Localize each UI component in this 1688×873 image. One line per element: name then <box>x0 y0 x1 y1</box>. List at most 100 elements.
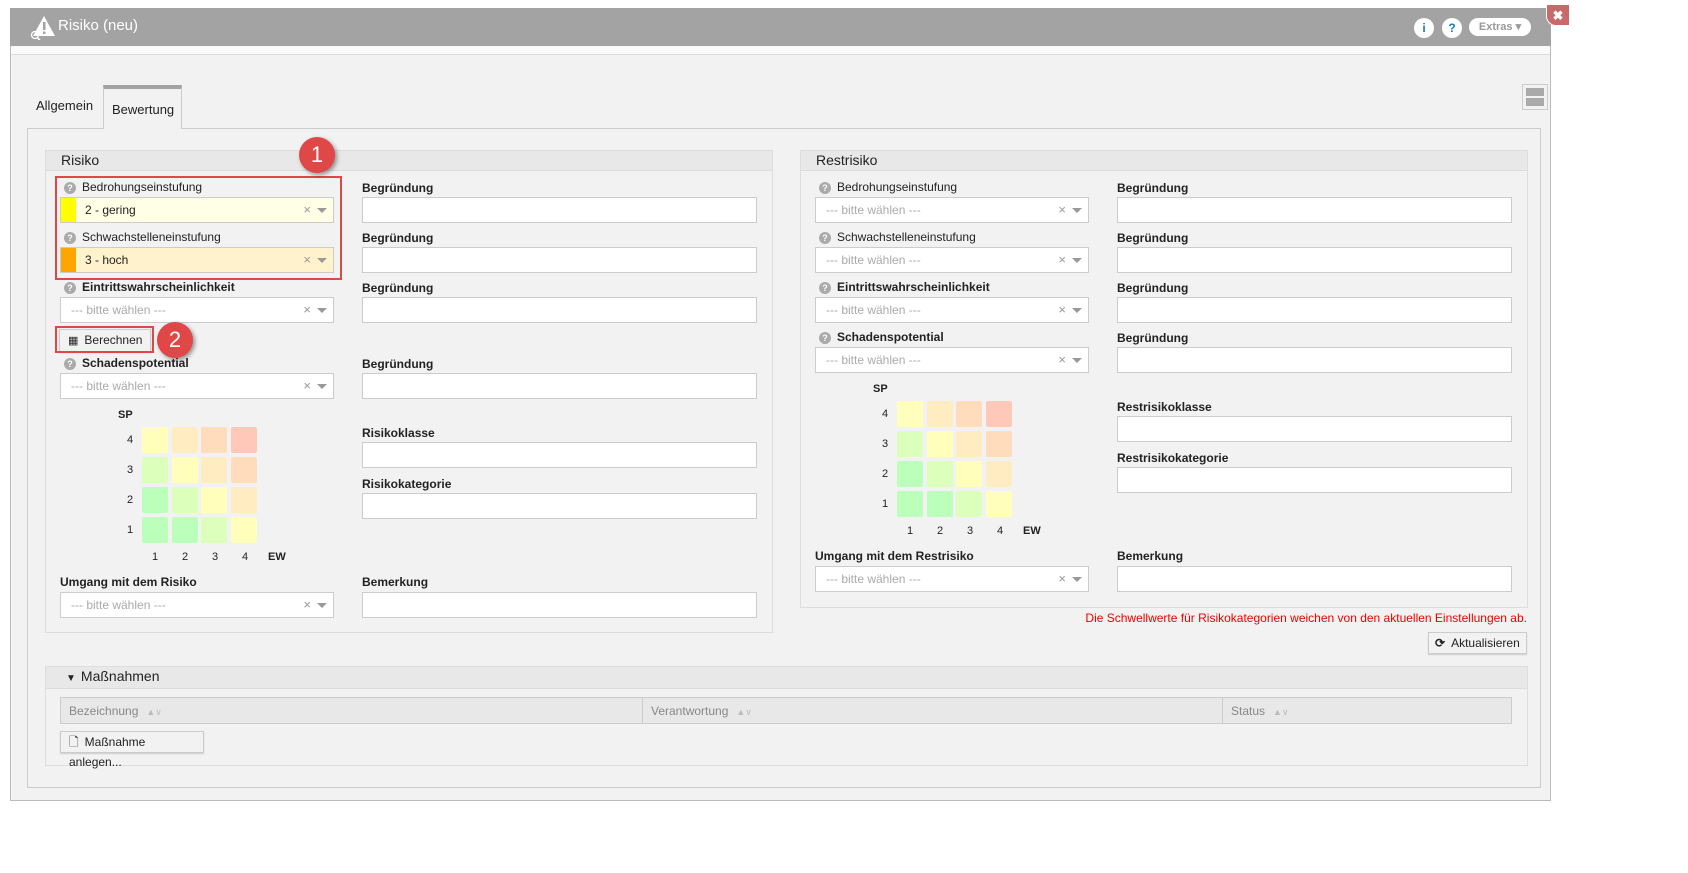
begruendung-schwachstelle-input[interactable] <box>362 247 757 273</box>
chevron-down-icon[interactable] <box>1072 208 1082 213</box>
extras-menu-button[interactable]: Extras ▾ <box>1469 18 1531 36</box>
tab-allgemein[interactable]: Allgemein <box>36 98 94 113</box>
restrisikoklasse-field <box>1117 416 1512 442</box>
massnahme-anlegen-button[interactable]: 🗋 Maßnahme anlegen... <box>60 731 204 769</box>
rest-begruendung-schaden-input[interactable] <box>1117 347 1512 373</box>
annotation-badge-1: 1 <box>299 137 335 173</box>
matrix-y-tick: 1 <box>882 498 889 510</box>
clear-icon[interactable]: × <box>303 378 311 393</box>
clear-icon[interactable]: × <box>1058 571 1066 586</box>
threshold-warning: Die Schwellwerte für Risikokategorien we… <box>1085 611 1527 625</box>
matrix-cell <box>142 487 168 513</box>
column-bezeichnung[interactable]: Bezeichnung ▲∨ <box>69 704 162 718</box>
help-icon[interactable]: ? <box>64 282 76 294</box>
rest-eintritt-label: Eintrittswahrscheinlichkeit <box>837 280 990 294</box>
matrix-cell <box>985 461 1012 487</box>
chevron-down-icon[interactable] <box>1072 258 1082 263</box>
chevron-down-icon[interactable] <box>317 258 327 263</box>
rest-schwachstelle-select[interactable]: --- bitte wählen --- × <box>815 247 1089 273</box>
restrisikokategorie-label: Restrisikokategorie <box>1117 451 1229 465</box>
info-icon[interactable]: i <box>1414 18 1434 38</box>
schaden-select[interactable]: --- bitte wählen --- × <box>60 373 334 399</box>
clear-icon[interactable]: × <box>1058 302 1066 317</box>
matrix-x-tick: 1 <box>152 551 159 563</box>
clear-icon[interactable]: × <box>1058 202 1066 217</box>
clear-icon[interactable]: × <box>1058 252 1066 267</box>
matrix-x-tick: 2 <box>182 551 189 563</box>
chevron-down-icon[interactable] <box>1072 577 1082 582</box>
rest-schaden-select[interactable]: --- bitte wählen --- × <box>815 347 1089 373</box>
new-document-icon: 🗋 <box>69 735 79 749</box>
begruendung-label: Begründung <box>1117 231 1189 245</box>
clear-icon[interactable]: × <box>1058 352 1066 367</box>
bemerkung-input[interactable] <box>362 592 757 618</box>
schwachstelle-label: Schwachstelleneinstufung <box>82 230 221 244</box>
layout-toggle-icon[interactable] <box>1522 84 1548 110</box>
help-icon[interactable]: ? <box>64 232 76 244</box>
rest-schwachstelle-label: Schwachstelleneinstufung <box>837 230 976 244</box>
matrix-y-label: SP <box>118 409 133 421</box>
bedrohung-select[interactable]: 2 - gering × <box>60 197 334 223</box>
close-button[interactable]: ✖ <box>1546 4 1570 26</box>
rest-bedrohung-select[interactable]: --- bitte wählen --- × <box>815 197 1089 223</box>
chevron-down-icon[interactable] <box>317 208 327 213</box>
chevron-down-icon[interactable] <box>317 308 327 313</box>
rest-begruendung-bedrohung-input[interactable] <box>1117 197 1512 223</box>
umgang-select[interactable]: --- bitte wählen --- × <box>60 592 334 618</box>
begruendung-schaden-input[interactable] <box>362 373 757 399</box>
rest-begruendung-eintritt-input[interactable] <box>1117 297 1512 323</box>
aktualisieren-button[interactable]: ⟳ Aktualisieren <box>1428 632 1527 654</box>
matrix-cell <box>956 431 982 457</box>
help-icon[interactable]: ? <box>1442 18 1462 38</box>
massnahmen-header[interactable]: ▼ Maßnahmen <box>46 667 1527 689</box>
umgang-label: Umgang mit dem Risiko <box>60 575 197 589</box>
column-verantwortung[interactable]: Verantwortung ▲∨ <box>651 704 752 718</box>
begruendung-label: Begründung <box>362 181 434 195</box>
schwachstelle-select[interactable]: 3 - hoch × <box>60 247 334 273</box>
column-status[interactable]: Status ▲∨ <box>1231 704 1289 718</box>
help-icon[interactable]: ? <box>819 332 831 344</box>
chevron-down-icon[interactable] <box>1072 308 1082 313</box>
chevron-down-icon[interactable] <box>1072 358 1082 363</box>
rest-umgang-select[interactable]: --- bitte wählen --- × <box>815 566 1089 592</box>
matrix-x-tick: 2 <box>937 525 944 537</box>
matrix-cell <box>142 427 168 453</box>
tab-bewertung[interactable]: Bewertung <box>103 85 182 129</box>
matrix-cell <box>897 461 923 487</box>
collapse-caret-icon: ▼ <box>66 673 76 684</box>
rest-bemerkung-input[interactable] <box>1117 566 1512 592</box>
help-icon[interactable]: ? <box>64 358 76 370</box>
clear-icon[interactable]: × <box>303 302 311 317</box>
matrix-y-tick: 4 <box>882 408 889 420</box>
begruendung-label: Begründung <box>1117 181 1189 195</box>
bemerkung-label: Bemerkung <box>362 575 429 589</box>
rest-bemerkung-label: Bemerkung <box>1117 549 1184 563</box>
matrix-cell <box>985 491 1012 517</box>
chevron-down-icon[interactable] <box>317 603 327 608</box>
risikokategorie-field <box>362 493 757 519</box>
clear-icon[interactable]: × <box>303 202 311 217</box>
rest-schaden-label: Schadenspotential <box>837 330 944 344</box>
annotation-highlight-2 <box>55 326 154 353</box>
matrix-cell <box>926 401 953 427</box>
sort-icon: ▲∨ <box>1273 707 1289 717</box>
berechnen-button[interactable]: ▦ Berechnen <box>59 329 151 352</box>
rest-begruendung-schwachstelle-input[interactable] <box>1117 247 1512 273</box>
matrix-cell <box>142 517 168 543</box>
help-icon[interactable]: ? <box>64 182 76 194</box>
begruendung-eintritt-input[interactable] <box>362 297 757 323</box>
help-icon[interactable]: ? <box>819 232 831 244</box>
rest-eintritt-select[interactable]: --- bitte wählen --- × <box>815 297 1089 323</box>
clear-icon[interactable]: × <box>303 597 311 612</box>
eintritt-select[interactable]: --- bitte wählen --- × <box>60 297 334 323</box>
window-title: Risiko (neu) <box>58 17 139 34</box>
help-icon[interactable]: ? <box>819 182 831 194</box>
begruendung-bedrohung-input[interactable] <box>362 197 757 223</box>
begruendung-label: Begründung <box>1117 331 1189 345</box>
chevron-down-icon[interactable] <box>317 384 327 389</box>
matrix-cell <box>142 457 168 483</box>
help-icon[interactable]: ? <box>819 282 831 294</box>
level-color-swatch <box>61 198 76 222</box>
matrix-y-label: SP <box>873 383 888 395</box>
clear-icon[interactable]: × <box>303 252 311 267</box>
